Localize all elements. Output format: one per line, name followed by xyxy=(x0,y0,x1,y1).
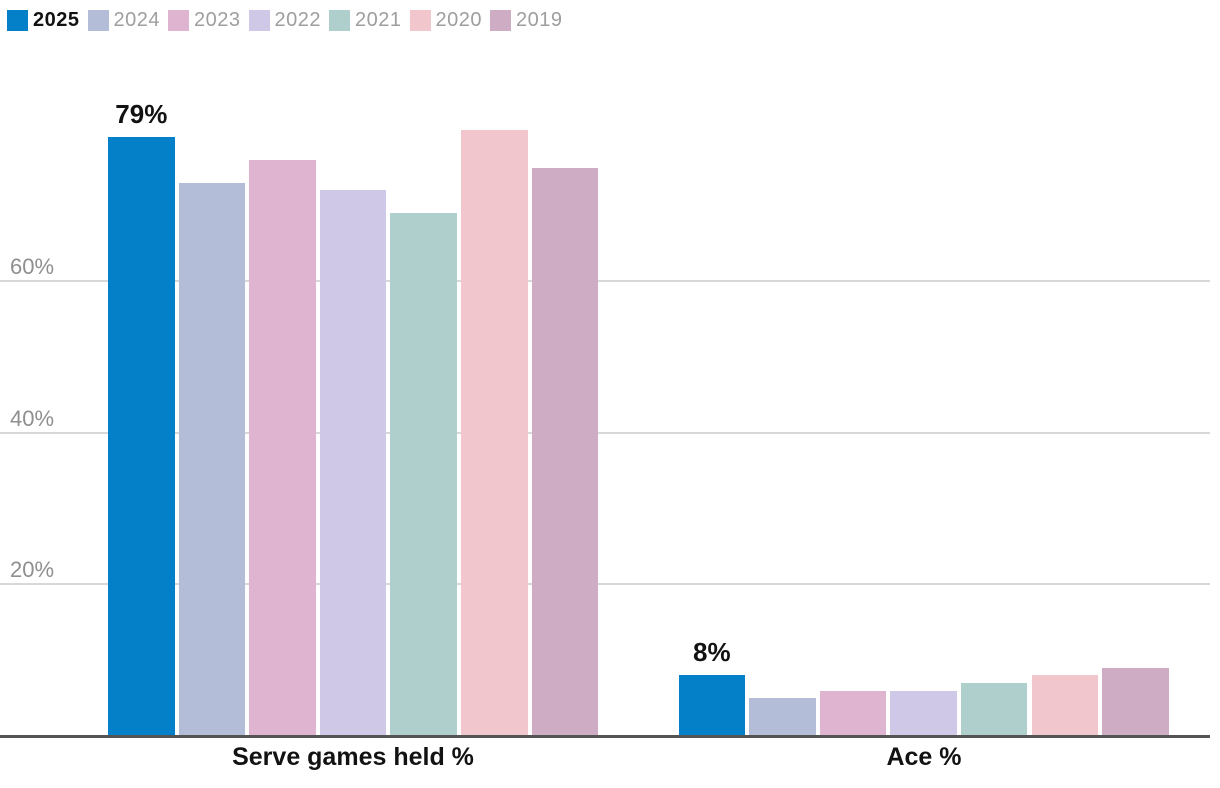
y-tick-label-60: 60% xyxy=(10,254,55,280)
legend-swatch-2023 xyxy=(168,10,189,31)
bar-2022-group1 xyxy=(319,190,387,736)
bar-2025-group2 xyxy=(678,675,746,736)
legend-item-2023[interactable]: 2023 xyxy=(168,10,241,31)
gridline-20 xyxy=(0,583,1210,586)
legend-label-2025: 2025 xyxy=(33,9,80,31)
legend-swatch-2024 xyxy=(87,10,109,31)
bar-2019-group2 xyxy=(1102,667,1169,736)
value-label-2025-group2: 8% xyxy=(693,637,731,668)
legend-swatch-2019 xyxy=(490,10,511,31)
bar-2022-group2 xyxy=(890,690,957,736)
category-label-serve-games-held: Serve games held % xyxy=(232,743,474,771)
legend-swatch-2025 xyxy=(7,10,28,31)
legend-label-2024: 2024 xyxy=(113,9,160,31)
gridline-40 xyxy=(0,431,1210,434)
legend-swatch-2021 xyxy=(329,10,350,31)
legend-item-2019[interactable]: 2019 xyxy=(490,10,563,31)
legend-item-2024[interactable]: 2024 xyxy=(87,9,161,31)
bar-2021-group2 xyxy=(960,682,1028,736)
legend-label-2023: 2023 xyxy=(194,9,241,31)
value-label-2025-group1: 79% xyxy=(115,99,168,130)
legend-label-2019: 2019 xyxy=(516,9,563,31)
gridline-60 xyxy=(0,280,1210,283)
legend-label-2021: 2021 xyxy=(355,9,402,31)
legend-swatch-2022 xyxy=(248,10,270,31)
y-tick-label-40: 40% xyxy=(10,405,55,431)
bar-2020-group1 xyxy=(461,129,528,736)
bar-2025-group1 xyxy=(108,137,175,736)
bar-2020-group2 xyxy=(1031,675,1099,736)
legend-label-2022: 2022 xyxy=(274,9,321,31)
bar-2019-group1 xyxy=(531,167,599,736)
category-label-ace: Ace % xyxy=(886,743,962,771)
bar-2024-group1 xyxy=(178,182,246,736)
bar-2023-group1 xyxy=(249,159,316,736)
x-axis-line xyxy=(0,735,1210,738)
legend-swatch-2020 xyxy=(409,10,431,31)
legend-label-2020: 2020 xyxy=(435,9,482,31)
bar-2023-group2 xyxy=(819,690,887,736)
y-tick-label-20: 20% xyxy=(10,557,55,583)
bar-2024-group2 xyxy=(749,698,816,736)
legend-item-2021[interactable]: 2021 xyxy=(329,10,402,31)
legend-item-2022[interactable]: 2022 xyxy=(248,9,322,31)
legend-item-2020[interactable]: 2020 xyxy=(409,9,483,31)
bar-2021-group1 xyxy=(390,212,457,736)
chart-legend: 2025 2024 2023 2022 2021 2020 2019 xyxy=(7,10,563,31)
legend-item-2025[interactable]: 2025 xyxy=(7,10,80,31)
